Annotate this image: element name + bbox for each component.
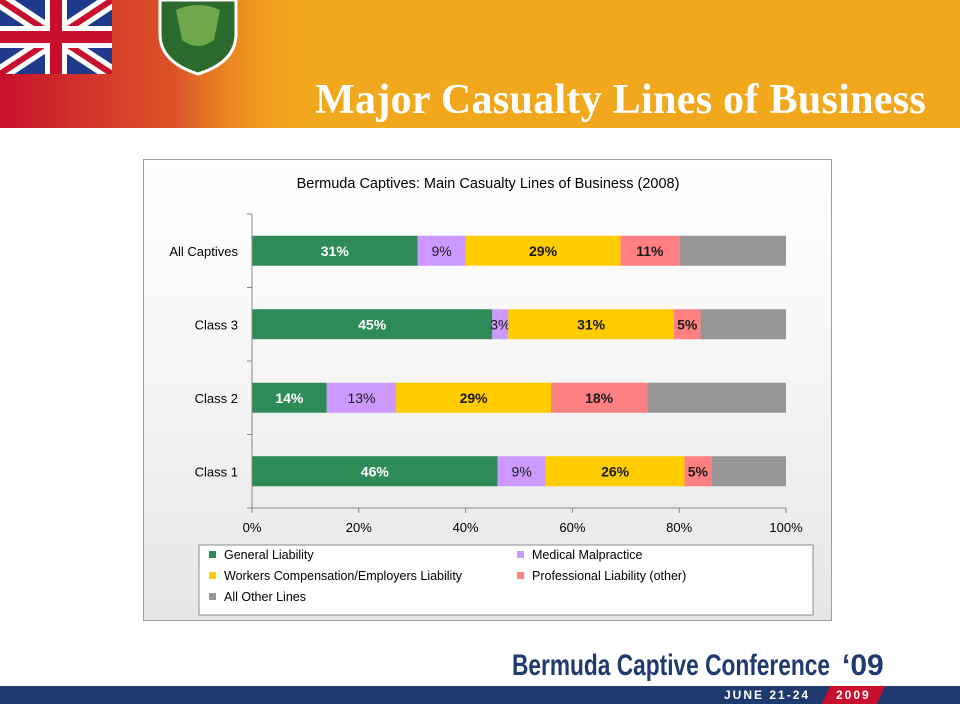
data-label-class-2-medical-malpractice: 13%: [347, 390, 375, 406]
slide-header: Major Casualty Lines of Business: [0, 0, 960, 128]
bar-class-2-medical-malpractice: [326, 382, 397, 413]
bar-class-2-general-liability: [252, 382, 327, 413]
bar-class-3-all-other-lines: [700, 309, 786, 340]
slide-title: Major Casualty Lines of Business: [315, 77, 926, 123]
legend-swatch-workers-compensation-employers-liability: [209, 572, 216, 579]
category-label-class-3: Class 3: [195, 317, 238, 332]
data-label-class-2-general-liability: 14%: [275, 390, 304, 406]
bar-class-3-workers-compensation-employers-liability: [508, 309, 674, 340]
data-label-class-3-workers-compensation-employers-liability: 31%: [577, 316, 606, 332]
legend-label-workers-compensation-employers-liability: Workers Compensation/Employers Liability: [224, 569, 463, 583]
coat-of-arms-icon: [158, 0, 238, 76]
legend-swatch-professional-liability-other: [517, 572, 524, 579]
bar-class-3-medical-malpractice: [492, 309, 509, 340]
conference-year-badge: 2009: [821, 686, 885, 704]
legend-swatch-all-other-lines: [209, 593, 216, 600]
bar-all-captives-workers-compensation-employers-liability: [465, 235, 621, 266]
x-tick-label: 100%: [769, 520, 803, 535]
bar-class-2-all-other-lines: [647, 382, 786, 413]
data-label-class-3-medical-malpractice: 3%: [490, 316, 510, 332]
axes-group: All Captives Class 3 Class 2 Class 1 0% 20% 40…: [169, 213, 803, 535]
x-tick-label: 0%: [243, 520, 262, 535]
chart-panel: Bermuda Captives: Main Casualty Lines of…: [143, 159, 832, 621]
x-tick-label: 40%: [453, 520, 479, 535]
bar-all-captives-professional-liability-other: [620, 235, 680, 266]
category-label-class-2: Class 2: [195, 391, 238, 406]
data-label-all-captives-professional-liability-other: 11%: [636, 243, 664, 259]
bar-class-1-workers-compensation-employers-liability: [545, 456, 685, 487]
data-label-class-1-general-liability: 46%: [361, 463, 390, 479]
bar-all-captives-general-liability: [252, 235, 418, 266]
x-tick-label: 20%: [346, 520, 372, 535]
x-tick-label: 80%: [666, 520, 692, 535]
legend-box: [198, 544, 814, 616]
legend-label-professional-liability-other: Professional Liability (other): [532, 569, 686, 583]
data-label-all-captives-workers-compensation-employers-liability: 29%: [529, 243, 558, 259]
bar-class-1-all-other-lines: [711, 456, 786, 487]
conference-year: ‘09: [842, 649, 884, 682]
legend-label-general-liability: General Liability: [224, 548, 314, 562]
bar-class-3-general-liability: [252, 309, 493, 340]
bar-all-captives-medical-malpractice: [417, 235, 466, 266]
data-label-class-1-professional-liability-other: 5%: [688, 463, 709, 479]
footer-bar: [0, 686, 960, 704]
legend-swatch-general-liability: [209, 551, 216, 558]
bar-class-2-professional-liability-other: [551, 382, 648, 413]
legend: General Liability Medical Malpractice Work…: [198, 544, 814, 616]
data-label-class-2-workers-compensation-employers-liability: 29%: [460, 390, 489, 406]
bar-class-2-workers-compensation-employers-liability: [396, 382, 552, 413]
legend-label-medical-malpractice: Medical Malpractice: [532, 548, 643, 562]
bar-class-3-professional-liability-other: [673, 309, 701, 340]
bar-class-1-professional-liability-other: [684, 456, 712, 487]
data-label-all-captives-general-liability: 31%: [321, 243, 350, 259]
footer-dates: JUNE 21-24 2009: [724, 686, 885, 704]
data-label-class-1-medical-malpractice: 9%: [512, 463, 532, 479]
bar-class-1-medical-malpractice: [497, 456, 546, 487]
data-label-class-3-general-liability: 45%: [358, 316, 387, 332]
data-label-class-3-professional-liability-other: 5%: [677, 316, 698, 332]
union-jack-icon: [0, 0, 112, 74]
stacked-bar-chart: Bermuda Captives: Main Casualty Lines of…: [169, 176, 814, 616]
category-label-all-captives: All Captives: [169, 244, 238, 259]
conference-year-label: 2009: [836, 688, 871, 702]
x-tick-label: 60%: [559, 520, 585, 535]
conference-logo: Bermuda Captive Conference ‘09: [512, 649, 884, 682]
bars-group: 31% 9% 29% 11% 45% 3% 31% 5% 14% 13% 29% 18% 46% 9% 26…: [252, 235, 786, 487]
bar-class-1-general-liability: [252, 456, 498, 487]
category-label-class-1: Class 1: [195, 464, 238, 479]
chart-title: Bermuda Captives: Main Casualty Lines of…: [297, 176, 680, 192]
conference-name: Bermuda Captive Conference: [512, 649, 830, 682]
legend-label-all-other-lines: All Other Lines: [224, 590, 306, 604]
data-label-all-captives-medical-malpractice: 9%: [431, 243, 451, 259]
data-label-class-1-workers-compensation-employers-liability: 26%: [601, 463, 630, 479]
conference-dates: JUNE 21-24: [724, 688, 811, 702]
legend-swatch-medical-malpractice: [517, 551, 524, 558]
flag-graphic: [0, 0, 320, 128]
bar-all-captives-all-other-lines: [679, 235, 786, 266]
data-label-class-2-professional-liability-other: 18%: [585, 390, 614, 406]
